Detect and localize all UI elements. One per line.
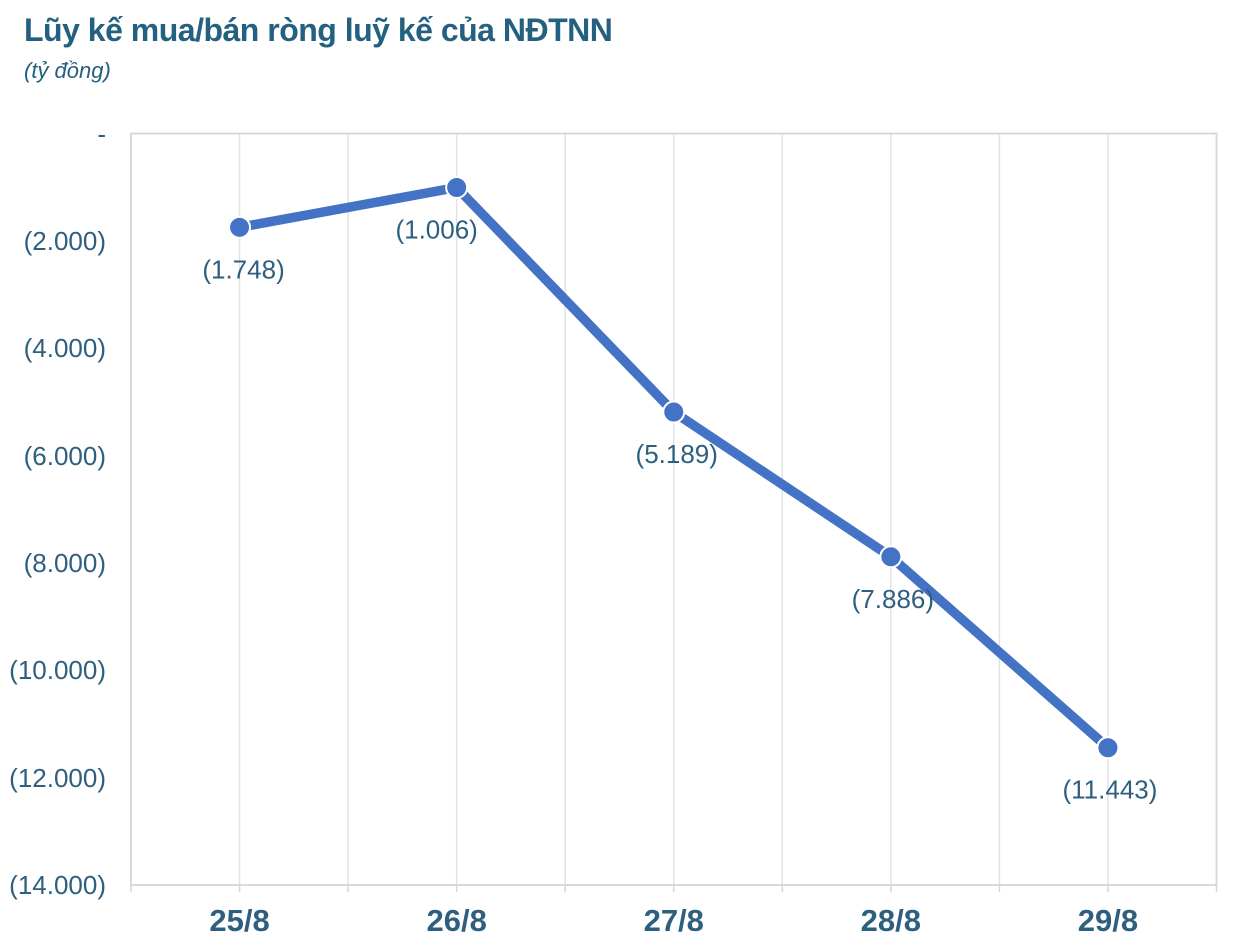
data-label: (11.443) [1062,775,1157,805]
data-label: (7.886) [852,584,934,614]
x-axis-tick-label: 25/8 [209,903,270,938]
data-point-marker [1096,736,1120,760]
x-axis-tick-label: 27/8 [643,903,704,938]
y-axis-tick-label: (8.000) [23,547,106,578]
y-axis-tick-label: (14.000) [9,870,106,900]
y-axis-tick-label: - [97,118,106,149]
data-label: (1.748) [202,254,284,284]
y-axis-tick-label: (12.000) [9,762,106,793]
data-point-marker [662,400,686,424]
x-axis-tick-label: 26/8 [426,903,487,938]
plot-border [130,132,1218,886]
chart-title: Lũy kế mua/bán ròng luỹ kế của NĐTNN [24,12,613,48]
data-point-marker [228,215,252,239]
y-axis-tick-label: (6.000) [23,440,106,471]
chart-subtitle: (tỷ đồng) [24,58,111,83]
y-axis-tick-label: (4.000) [23,333,106,364]
y-axis-tick-label: (2.000) [23,225,106,256]
data-label: (5.189) [636,439,718,469]
x-axis-tick-label: 29/8 [1077,903,1139,938]
x-axis-tick-label: 28/8 [860,903,922,938]
data-point-marker [445,176,469,200]
data-point-marker [879,545,903,569]
y-axis-tick-label: (10.000) [9,655,106,686]
data-label: (1.006) [395,215,477,245]
